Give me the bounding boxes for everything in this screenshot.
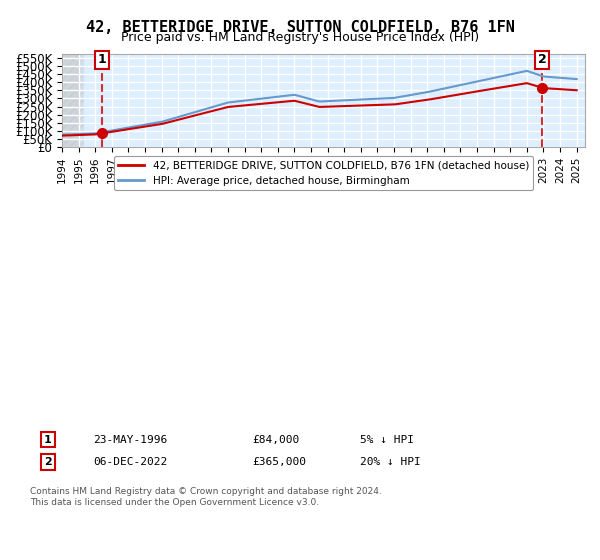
Text: £84,000: £84,000 [252,435,299,445]
Text: 1: 1 [97,53,106,66]
Text: Contains HM Land Registry data © Crown copyright and database right 2024.
This d: Contains HM Land Registry data © Crown c… [30,487,382,507]
Text: 1: 1 [44,435,52,445]
Bar [62,54,83,147]
Text: 42, BETTERIDGE DRIVE, SUTTON COLDFIELD, B76 1FN: 42, BETTERIDGE DRIVE, SUTTON COLDFIELD, … [86,20,514,35]
Text: 06-DEC-2022: 06-DEC-2022 [93,457,167,467]
Text: 2: 2 [44,457,52,467]
Text: 23-MAY-1996: 23-MAY-1996 [93,435,167,445]
Text: 2: 2 [538,53,547,66]
Text: 20% ↓ HPI: 20% ↓ HPI [360,457,421,467]
Text: 5% ↓ HPI: 5% ↓ HPI [360,435,414,445]
Text: £365,000: £365,000 [252,457,306,467]
Text: Price paid vs. HM Land Registry's House Price Index (HPI): Price paid vs. HM Land Registry's House … [121,31,479,44]
Legend: 42, BETTERIDGE DRIVE, SUTTON COLDFIELD, B76 1FN (detached house), HPI: Average p: 42, BETTERIDGE DRIVE, SUTTON COLDFIELD, … [114,156,533,190]
Bar [62,54,79,147]
